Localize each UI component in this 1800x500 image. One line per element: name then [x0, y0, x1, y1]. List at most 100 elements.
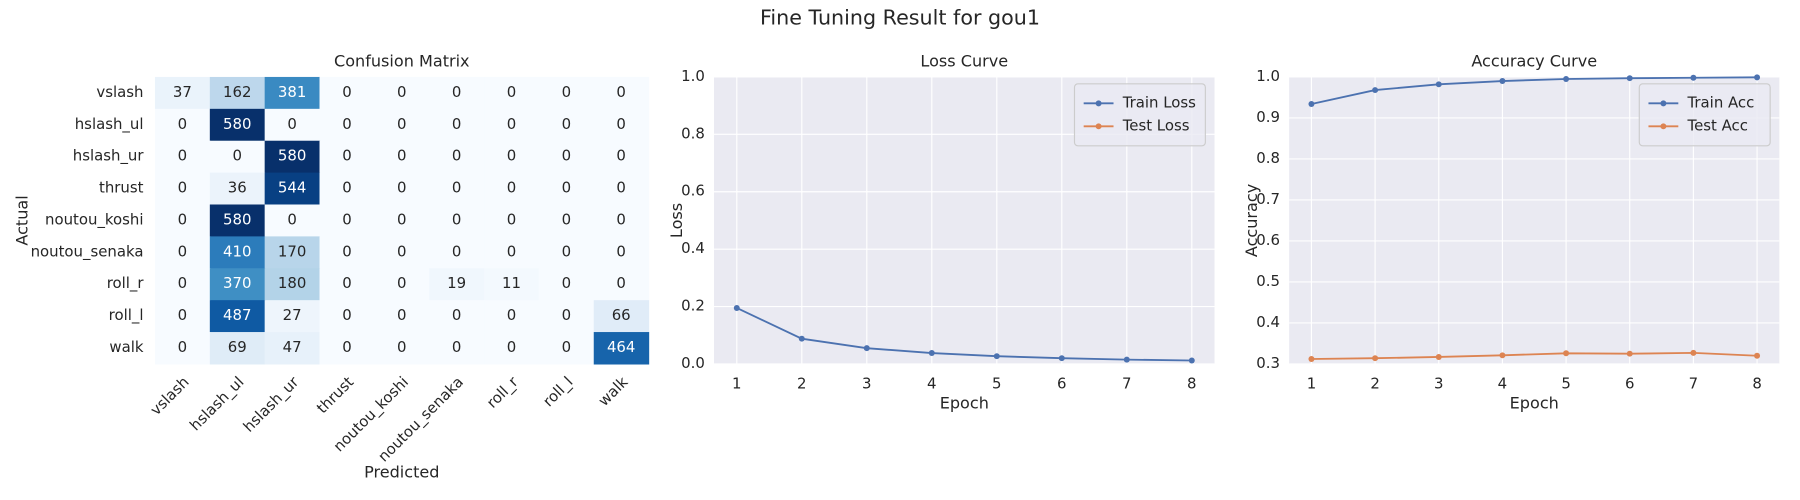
- y-axis-label: Accuracy: [1242, 183, 1261, 257]
- cell-label: 0: [616, 147, 625, 165]
- cell-label: 580: [278, 147, 306, 165]
- heatmap-cell: [209, 76, 266, 110]
- data-point: [1058, 355, 1065, 362]
- cell-label: 464: [607, 338, 635, 356]
- cell-label: 0: [562, 115, 571, 133]
- cell-label: 0: [616, 83, 625, 101]
- cell-label: 0: [452, 83, 461, 101]
- legend-label: Test Loss: [1122, 116, 1190, 134]
- cell-label: 0: [616, 274, 625, 292]
- chart-title: Accuracy Curve: [1471, 52, 1597, 71]
- heatmap-cell: [538, 268, 595, 301]
- heatmap-cell: [154, 204, 211, 237]
- cell-label: 0: [616, 210, 625, 228]
- series-line: [1311, 351, 1758, 360]
- heatmap-cell: [154, 300, 211, 333]
- cell-label: 27: [283, 306, 302, 324]
- cell-label: 0: [452, 210, 461, 228]
- heatmap-cell: [209, 108, 266, 142]
- heatmap-cell: [429, 108, 485, 142]
- heatmap-cell: [429, 76, 485, 110]
- y-tick-label: 0.4: [681, 239, 705, 257]
- cell-label: 0: [342, 338, 351, 356]
- cell-label: 370: [223, 274, 251, 292]
- heatmap-cell: [484, 236, 540, 269]
- y-tick-label: 0.5: [1256, 272, 1280, 290]
- heatmap-cell: [319, 108, 375, 142]
- y-tick-label: 1.0: [1256, 67, 1280, 85]
- x-tick-label: roll_l: [539, 373, 576, 410]
- heatmap-cell: [264, 332, 321, 365]
- legend-box: [1638, 83, 1771, 147]
- heatmap-cell: [264, 108, 321, 142]
- y-tick-label: thrust: [99, 179, 144, 197]
- cell-label: 0: [342, 115, 351, 133]
- heatmap-cell: [538, 108, 595, 142]
- series-line: [1311, 76, 1758, 105]
- x-tick-label: roll_r: [483, 372, 522, 411]
- heatmap-cell: [593, 268, 650, 301]
- heatmap-cell: [593, 140, 650, 174]
- legend-box: [1073, 83, 1206, 147]
- y-tick-label: 1.0: [681, 67, 705, 85]
- cell-label: 0: [342, 274, 351, 292]
- cell-label: 0: [342, 210, 351, 228]
- y-tick-label: 0.6: [1256, 231, 1280, 249]
- cell-label: 0: [397, 306, 406, 324]
- cell-label: 0: [562, 210, 571, 228]
- cell-label: 0: [178, 115, 187, 133]
- heatmap-cell: [374, 204, 430, 237]
- cell-label: 0: [562, 242, 571, 260]
- x-tick-label: vslash: [147, 373, 193, 419]
- cell-label: 0: [562, 338, 571, 356]
- cell-label: 0: [178, 306, 187, 324]
- heatmap-cell: [538, 300, 595, 333]
- legend-label: Test Acc: [1687, 116, 1748, 134]
- cell-label: 180: [278, 274, 306, 292]
- x-tick-label: 7: [1122, 375, 1131, 393]
- y-tick-label: 0.8: [681, 124, 705, 142]
- cell-label: 0: [397, 274, 406, 292]
- x-tick-label: 1: [732, 375, 741, 393]
- cell-label: 381: [278, 83, 306, 101]
- data-point: [1690, 74, 1697, 81]
- data-point: [1435, 353, 1442, 360]
- heatmap-cell: [429, 172, 485, 206]
- data-point: [1754, 352, 1761, 359]
- data-point: [1308, 356, 1315, 362]
- cell-label: 0: [507, 179, 516, 197]
- heatmap-cell: [209, 204, 266, 237]
- y-tick-label: 0.0: [681, 354, 705, 372]
- cell-label: 0: [178, 338, 187, 356]
- heatmap-cell: [319, 172, 375, 206]
- cell-label: 0: [287, 115, 296, 133]
- data-point: [1626, 75, 1633, 82]
- heatmap-cell: [209, 268, 266, 301]
- heatmap-cell: [538, 140, 595, 174]
- cell-label: 0: [342, 306, 351, 324]
- heatmap-cell: [374, 76, 430, 110]
- data-point: [798, 335, 805, 342]
- cell-label: 0: [562, 179, 571, 197]
- heatmap-cell: [538, 236, 595, 269]
- x-tick-label: 5: [992, 375, 1001, 393]
- x-tick-label: 6: [1057, 375, 1066, 393]
- y-axis-label: Actual: [12, 195, 31, 245]
- heatmap-cell: [484, 172, 540, 206]
- cell-label: 0: [342, 147, 351, 165]
- heatmap-cell: [593, 300, 650, 333]
- legend-marker: [1660, 123, 1667, 130]
- y-tick-label: 0.4: [1256, 313, 1280, 331]
- cell-label: 0: [178, 210, 187, 228]
- data-point: [1372, 87, 1379, 94]
- data-point: [1563, 350, 1570, 357]
- data-point: [733, 304, 740, 311]
- cell-label: 0: [507, 115, 516, 133]
- heatmap-cell: [264, 204, 321, 237]
- heatmap-cell: [374, 236, 430, 269]
- x-tick-label: 2: [797, 375, 806, 393]
- heatmap-cell: [264, 300, 321, 333]
- heatmap-cell: [538, 172, 595, 206]
- y-tick-label: noutou_koshi: [45, 210, 143, 228]
- cell-label: 36: [228, 179, 247, 197]
